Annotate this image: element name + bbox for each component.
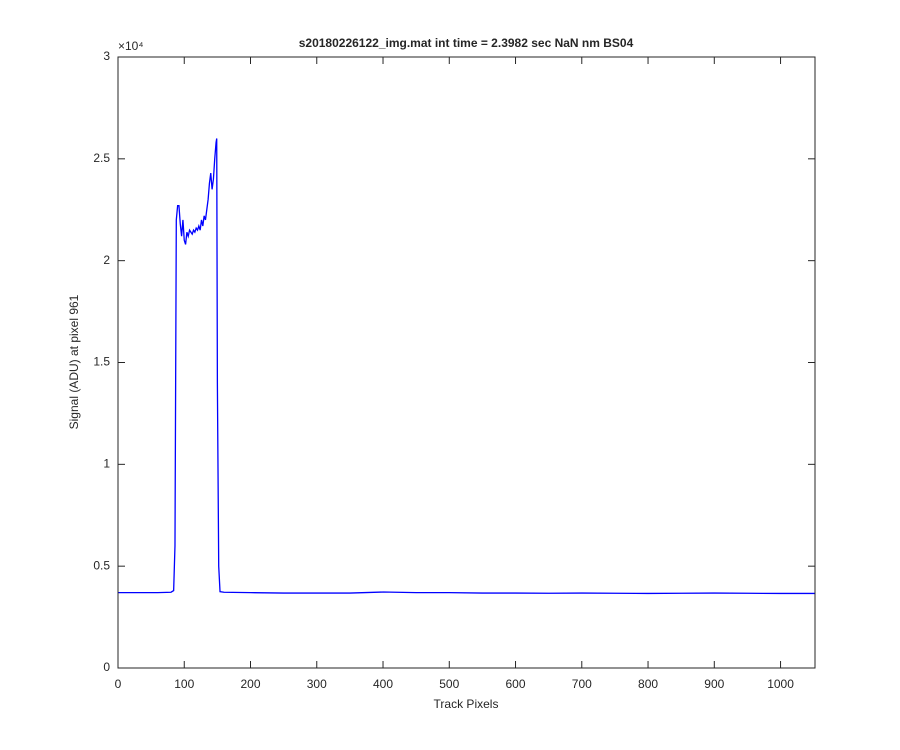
y-tick-label: 2 xyxy=(103,253,110,267)
y-tick-label: 0.5 xyxy=(93,558,110,572)
x-tick-label: 0 xyxy=(115,677,122,691)
x-tick-label: 200 xyxy=(240,677,260,691)
y-multiplier: ×10⁴ xyxy=(118,39,144,53)
y-tick-label: 3 xyxy=(103,49,110,63)
chart-title: s20180226122_img.mat int time = 2.3982 s… xyxy=(299,36,634,50)
x-tick-label: 500 xyxy=(439,677,459,691)
x-tick-label: 400 xyxy=(373,677,393,691)
x-tick-label: 700 xyxy=(572,677,592,691)
x-tick-label: 300 xyxy=(307,677,327,691)
x-tick-label: 800 xyxy=(638,677,658,691)
x-tick-label: 1000 xyxy=(767,677,794,691)
y-axis-label: Signal (ADU) at pixel 961 xyxy=(67,294,81,429)
y-tick-label: 0 xyxy=(103,660,110,674)
x-tick-label: 600 xyxy=(506,677,526,691)
x-tick-label: 100 xyxy=(174,677,194,691)
data-line xyxy=(118,138,815,595)
x-tick-label: 900 xyxy=(704,677,724,691)
y-tick-label: 1 xyxy=(103,457,110,471)
x-axis-label: Track Pixels xyxy=(434,697,499,711)
y-tick-label: 1.5 xyxy=(93,355,110,369)
y-tick-label: 2.5 xyxy=(93,151,110,165)
